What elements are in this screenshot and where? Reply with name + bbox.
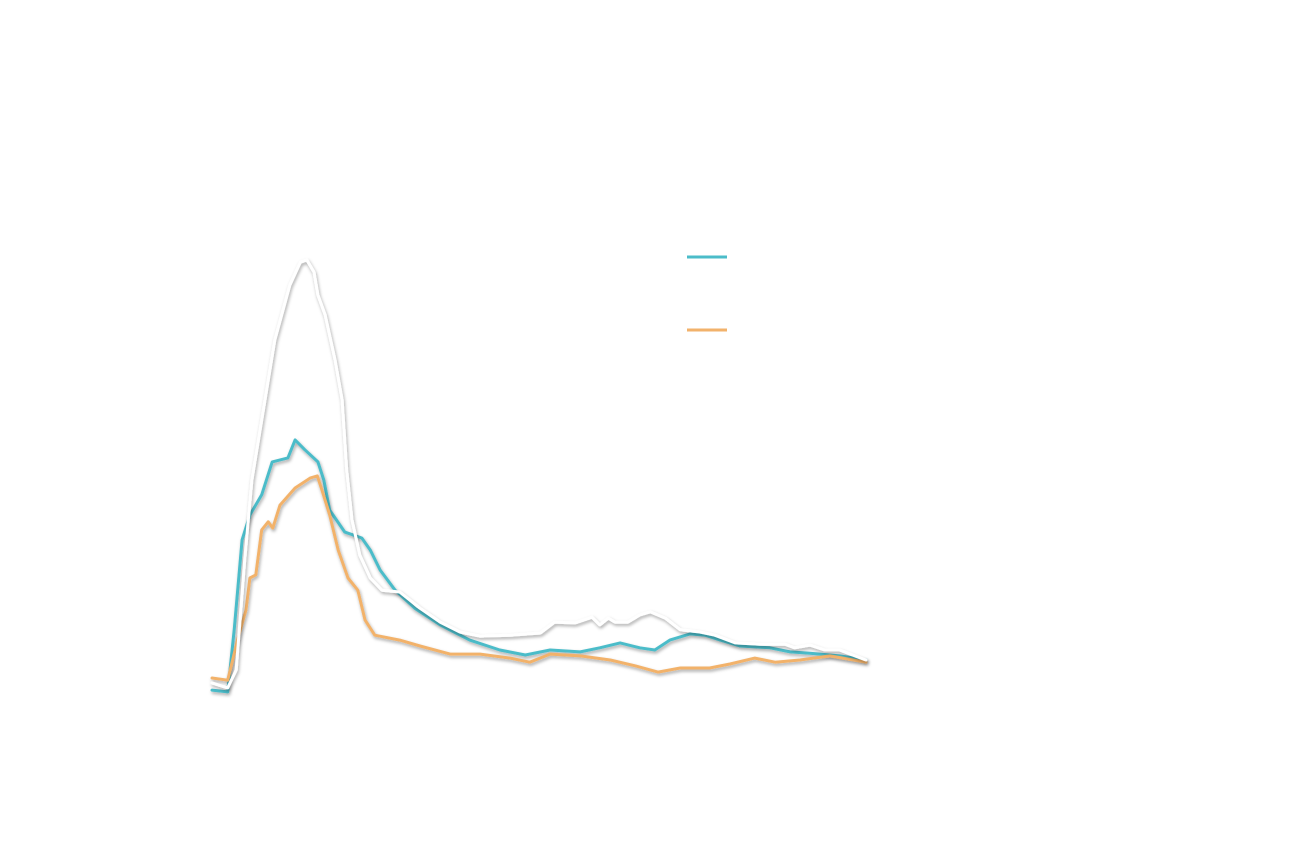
line-series	[210, 438, 868, 694]
line-series	[210, 258, 868, 690]
line-series	[210, 474, 868, 682]
